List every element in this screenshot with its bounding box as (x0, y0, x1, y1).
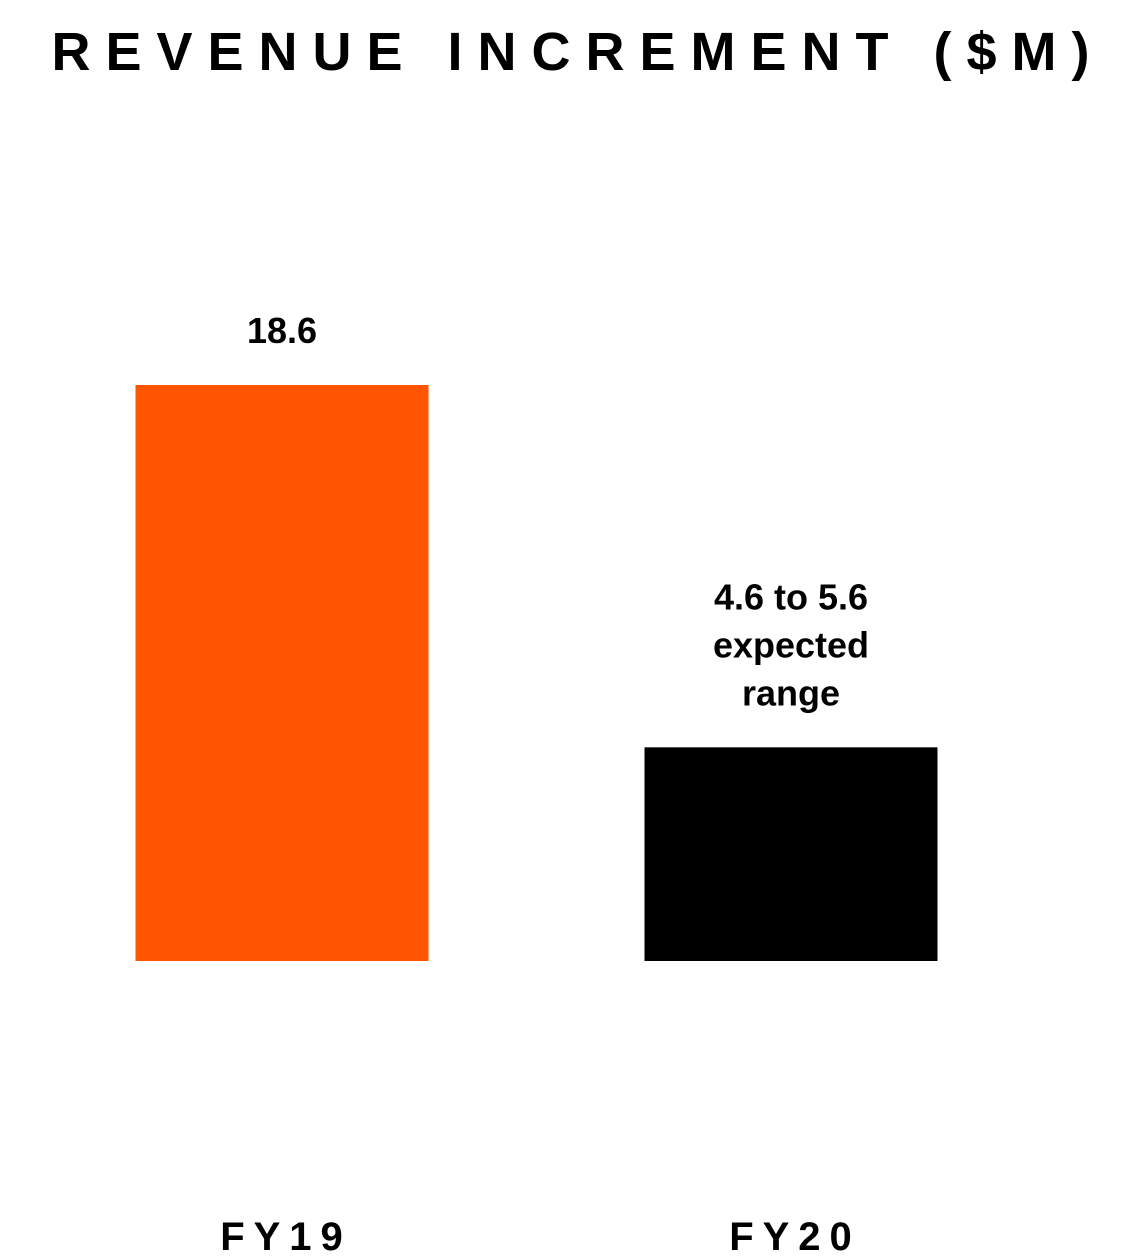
chart-title: REVENUE INCREMENT ($M) (51, 22, 1104, 82)
tick-label-fy20: FY20 (729, 1215, 861, 1259)
bar-fy20 (644, 747, 938, 961)
bar-fy19 (135, 385, 429, 961)
data-labels-layer: 18.6 4.6 to 5.6 expected range (247, 310, 869, 713)
x-axis-tick-labels: FY19 FY20 (220, 1215, 861, 1259)
data-label-fy19-line-1: 18.6 (247, 310, 317, 351)
bars-layer (135, 385, 938, 961)
data-label-fy20-line-3: range (742, 672, 840, 713)
data-label-fy20-line-1: 4.6 to 5.6 (714, 576, 868, 617)
tick-label-fy19: FY19 (220, 1215, 352, 1259)
data-label-fy20-line-2: expected (713, 624, 869, 665)
